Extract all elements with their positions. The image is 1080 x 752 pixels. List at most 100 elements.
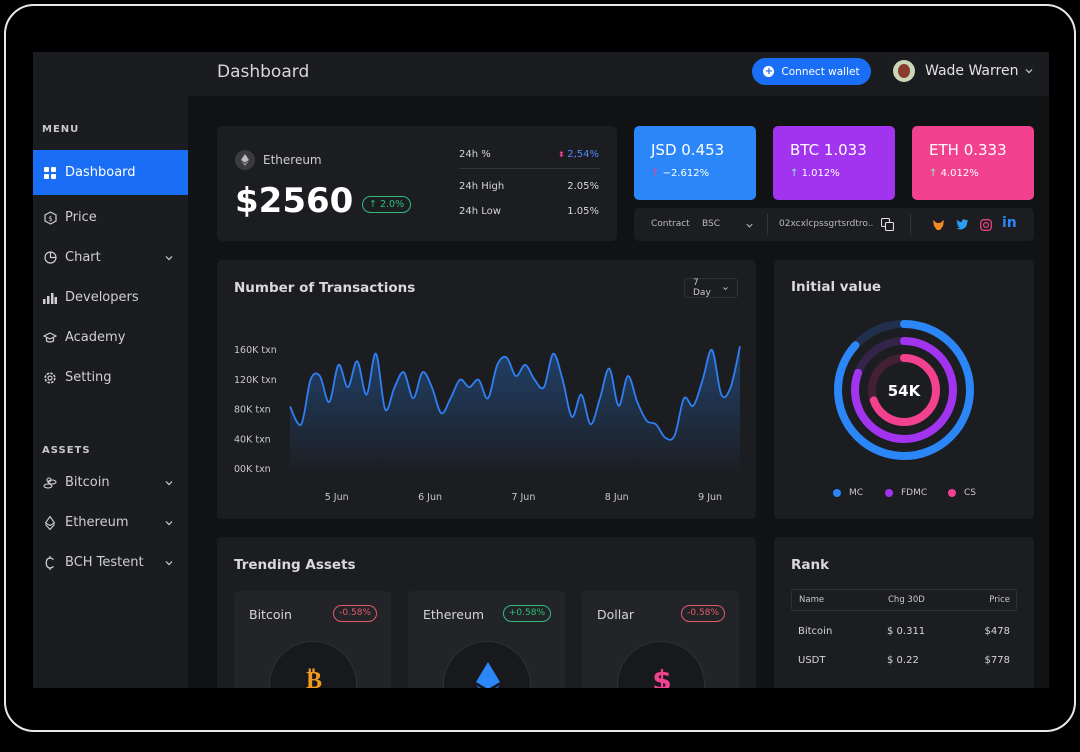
stat-24h-low: 24h Low 1.05%	[459, 206, 599, 217]
pie-icon	[42, 250, 58, 266]
sidebar-item-price[interactable]: $ Price	[33, 195, 188, 240]
table-row[interactable]: Bitcoin $ 0.311 $478	[798, 626, 1010, 637]
x-tick-label: 5 Jun	[325, 492, 349, 503]
price-tile-eth[interactable]: ETH 0.333 ↑ 4.012%	[912, 126, 1034, 200]
card-title: Trending Assets	[234, 557, 356, 573]
sidebar-item-label: Academy	[65, 330, 126, 345]
sidebar-item-label: Ethereum	[65, 515, 129, 530]
tile-change-text: −2.612%	[662, 168, 710, 179]
sidebar-item-developers[interactable]: Developers	[33, 275, 188, 320]
user-menu[interactable]: Wade Warren	[893, 60, 1034, 82]
stat-value-text: 2,54%	[567, 149, 599, 160]
column-header: Name	[799, 595, 825, 605]
sidebar-item-setting[interactable]: Setting	[33, 355, 188, 400]
trending-asset-ethereum[interactable]: Ethereum +0.58%	[408, 591, 565, 688]
column-header: Chg 30D	[888, 595, 925, 605]
asset-price: $2560	[235, 181, 354, 221]
stat-value: 2.05%	[567, 181, 599, 192]
trending-asset-bitcoin[interactable]: Bitcoin -0.58% ₿	[234, 591, 391, 688]
assets-section-label: ASSETS	[42, 445, 91, 456]
stat-label: 24h %	[459, 149, 491, 160]
cs-ring	[868, 354, 940, 426]
card-title: Number of Transactions	[234, 280, 416, 296]
transactions-card: Number of Transactions 7 Day 160K txn 120…	[217, 260, 756, 519]
dollar-coin-icon: $	[617, 641, 705, 688]
chevron-down-icon	[165, 255, 173, 260]
stat-value: 1.05%	[567, 206, 599, 217]
center-value: 54K	[888, 382, 922, 400]
user-name: Wade Warren	[925, 63, 1019, 79]
tile-change: ↑ 4.012%	[929, 168, 979, 179]
arrow-up-icon: ↑	[929, 168, 941, 179]
network-value: BSC	[702, 219, 721, 229]
chevron-down-icon	[746, 223, 753, 228]
svg-text:$: $	[652, 664, 671, 688]
rank-chg: $ 0.22	[887, 655, 919, 666]
tile-title: JSD 0.453	[651, 141, 725, 159]
sidebar-item-chart[interactable]: Chart	[33, 235, 188, 280]
fdmc-ring	[851, 337, 957, 443]
sidebar-item-academy[interactable]: Academy	[33, 315, 188, 360]
divider	[910, 214, 911, 235]
bars-icon	[42, 290, 58, 306]
sidebar-item-label: Price	[65, 210, 97, 225]
connect-wallet-button[interactable]: + Connect wallet	[752, 58, 871, 85]
legend-label: CS	[964, 488, 976, 498]
table-row[interactable]: USDT $ 0.22 $778	[798, 655, 1010, 666]
chart-series-line	[289, 346, 741, 441]
legend-dot	[833, 489, 841, 497]
ethereum-summary-card: Ethereum $2560 ↑ 2.0% 24h % ⬍ 2,54% 24h …	[217, 126, 617, 241]
price-tile-jsd[interactable]: JSD 0.453 ↑ −2.612%	[634, 126, 756, 200]
mc-ring	[834, 320, 974, 460]
legend-item-mc: MC	[833, 488, 863, 498]
avatar	[893, 60, 915, 82]
legend-dot	[948, 489, 956, 497]
metamask-icon[interactable]	[932, 219, 945, 231]
chevron-down-icon	[165, 520, 173, 525]
sidebar-item-dashboard[interactable]: Dashboard	[33, 150, 188, 195]
change-badge: -0.58%	[681, 605, 725, 622]
tile-change: ↑ −2.612%	[651, 168, 709, 179]
tile-change-text: 4.012%	[940, 168, 979, 179]
dashboard-screen: MENU Dashboard $ Price Chart Developers	[33, 52, 1049, 688]
linkedin-icon[interactable]: in	[1002, 215, 1017, 231]
legend-label: MC	[849, 488, 864, 498]
rank-name: USDT	[798, 655, 826, 666]
network-select[interactable]: BSC	[702, 219, 754, 229]
transactions-chart: 160K txn 120K txn 80K txn 40K txn 00K txn 5 …	[234, 345, 741, 503]
copy-icon[interactable]	[881, 218, 894, 231]
instagram-icon[interactable]	[980, 219, 992, 231]
change-badge: -0.58%	[333, 605, 377, 622]
x-tick-label: 6 Jun	[418, 492, 442, 503]
tile-title: BTC 1.033	[790, 141, 867, 159]
initial-value-card: Initial value 54K MC FDMC CS	[774, 260, 1034, 519]
range-select[interactable]: 7 Day	[684, 278, 738, 298]
stat-label: 24h High	[459, 181, 505, 192]
sidebar-item-bch[interactable]: BCH Testent	[33, 540, 188, 585]
svg-text:₿: ₿	[306, 666, 322, 688]
ethereum-coin-icon	[443, 641, 531, 688]
ethereum-icon	[42, 515, 58, 531]
price-tile-btc[interactable]: BTC 1.033 ↑ 1.012%	[773, 126, 895, 200]
page-title: Dashboard	[217, 62, 310, 82]
trending-assets-card: Trending Assets Bitcoin -0.58% ₿ Ethereu…	[217, 537, 756, 688]
stat-label: 24h Low	[459, 206, 501, 217]
dollar-icon: $	[42, 210, 58, 226]
connect-wallet-label: Connect wallet	[781, 65, 860, 78]
sidebar-item-label: Developers	[65, 290, 139, 305]
asset-name: Ethereum	[263, 153, 322, 167]
plus-icon: +	[763, 66, 775, 77]
arrow-icon: ↑	[651, 168, 663, 179]
sidebar-item-ethereum[interactable]: Ethereum	[33, 500, 188, 545]
sidebar-item-label: BCH Testent	[65, 555, 144, 570]
contract-address: 02xcxlcpssgrtsrdtro..	[779, 219, 874, 229]
sidebar-item-label: Chart	[65, 250, 101, 265]
x-tick-label: 9 Jun	[698, 492, 722, 503]
divider	[459, 168, 600, 169]
twitter-icon[interactable]	[956, 219, 969, 230]
asset-name: Bitcoin	[249, 607, 292, 622]
trending-asset-dollar[interactable]: Dollar -0.58% $	[582, 591, 739, 688]
arrow-up-icon: ↑	[790, 168, 802, 179]
ethereum-icon	[235, 150, 255, 170]
sidebar-item-bitcoin[interactable]: Bitcoin	[33, 460, 188, 505]
